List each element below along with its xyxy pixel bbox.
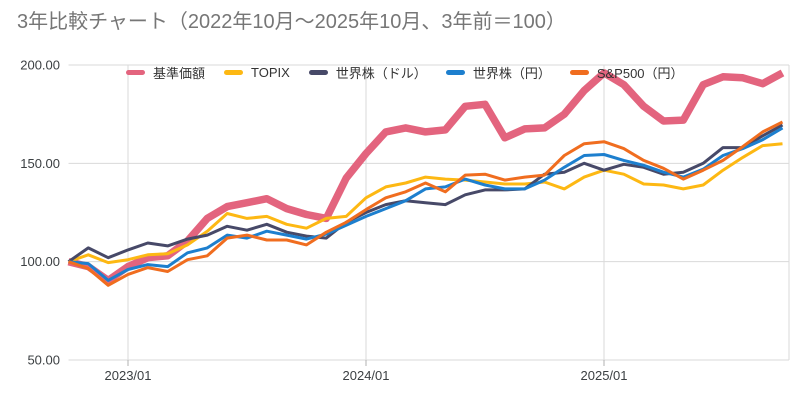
chart-legend: 基準価額 TOPIX 世界株（ドル） 世界株（円） S&P500（円） — [126, 63, 684, 82]
legend-swatch-icon — [569, 70, 589, 75]
x-axis-tick-label: 2023/01 — [105, 368, 152, 383]
y-axis-tick-label: 200.00 — [20, 58, 60, 73]
legend-label: 世界株（ドル） — [335, 66, 427, 81]
y-axis-tick-label: 150.00 — [20, 156, 60, 171]
series-line-3 — [68, 126, 784, 282]
legend-item-1[interactable]: TOPIX — [224, 65, 290, 80]
legend-label: 基準価額 — [153, 66, 206, 81]
legend-item-2[interactable]: 世界株（ドル） — [308, 63, 427, 82]
legend-swatch-icon — [308, 70, 328, 75]
legend-swatch-icon — [445, 70, 465, 75]
legend-item-4[interactable]: S&P500（円） — [569, 63, 684, 82]
series-line-2 — [67, 123, 784, 263]
legend-swatch-icon — [126, 70, 145, 75]
series-line-1 — [68, 142, 783, 265]
x-axis-tick-label: 2025/01 — [581, 368, 628, 383]
legend-item-0[interactable]: 基準価額 — [126, 63, 205, 82]
y-axis-tick-label: 50.00 — [27, 353, 60, 368]
legend-label: TOPIX — [251, 65, 290, 80]
legend-swatch-icon — [224, 70, 244, 75]
series-line-0 — [67, 69, 785, 285]
x-axis-tick-label: 2024/01 — [343, 368, 390, 383]
y-axis-tick-label: 100.00 — [20, 254, 60, 269]
legend-label: 世界株（円） — [472, 66, 551, 81]
legend-item-3[interactable]: 世界株（円） — [445, 63, 551, 82]
chart-title: 3年比較チャート（2022年10月～2025年10月、3年前＝100） — [17, 11, 566, 33]
legend-label: S&P500（円） — [596, 66, 684, 81]
series-line-4 — [68, 120, 784, 287]
